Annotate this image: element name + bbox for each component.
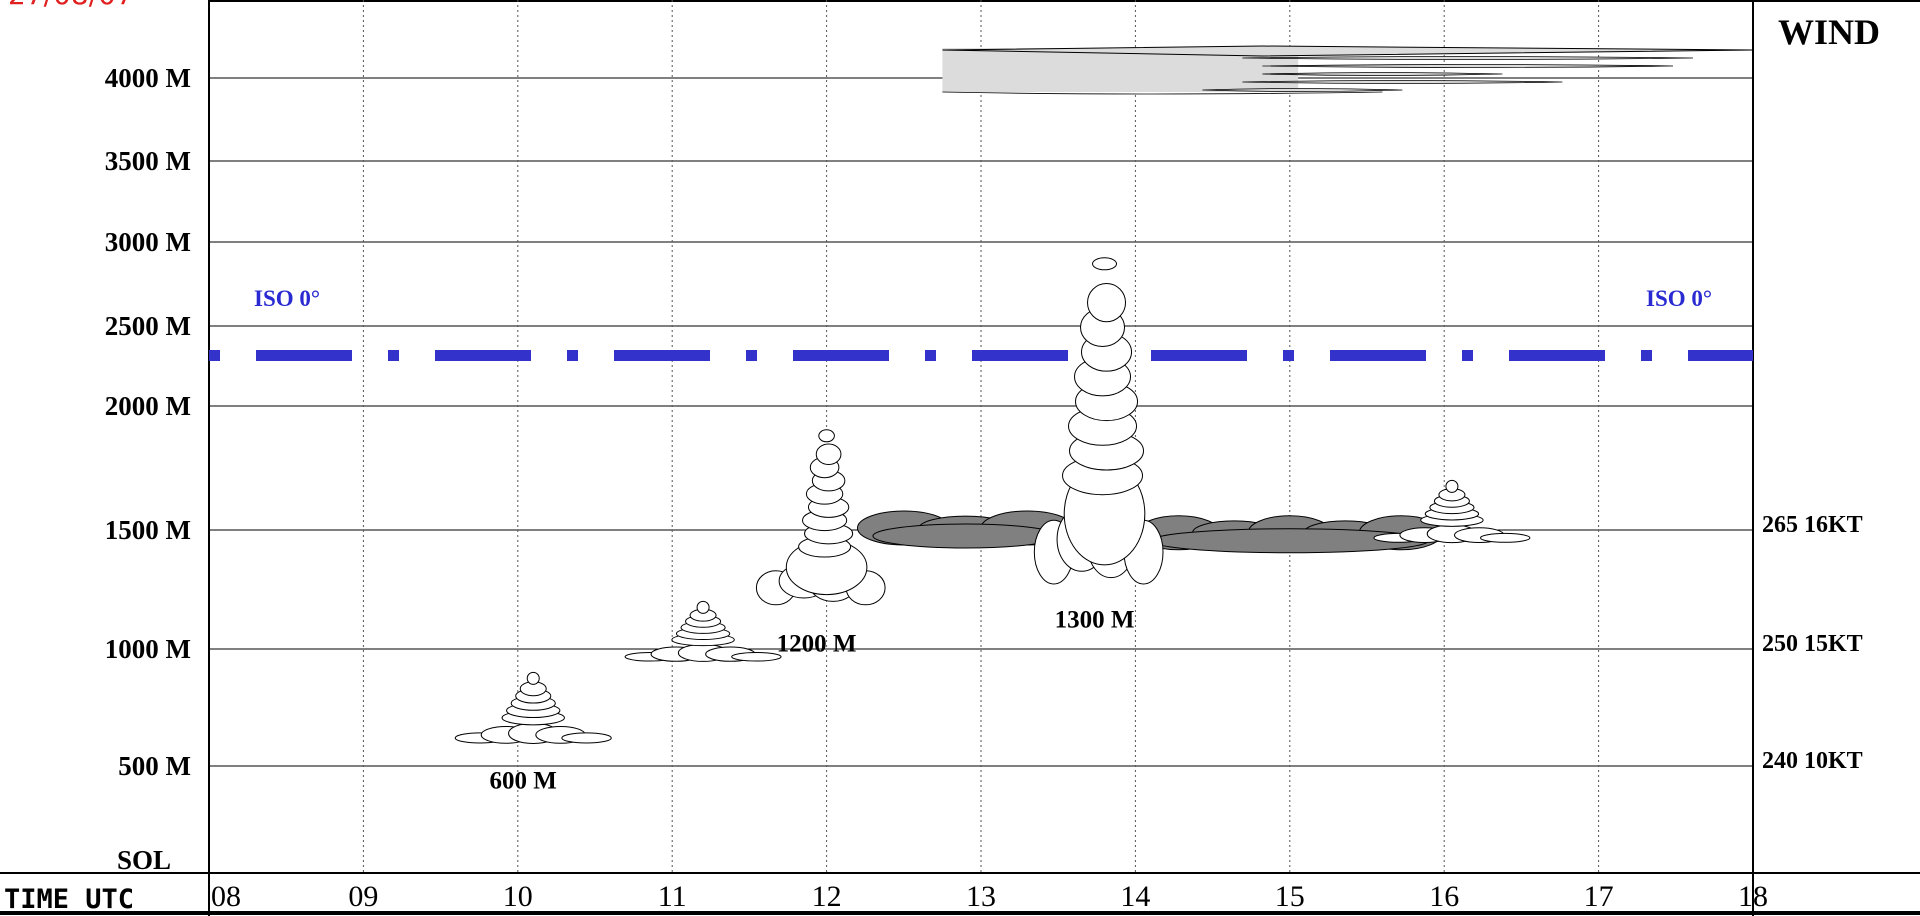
cloud-lobe [561, 732, 612, 744]
cloud-top [696, 600, 710, 614]
altitude-tick-label: 4000 M [105, 63, 191, 93]
freezing-level-dash [209, 350, 220, 361]
freezing-level-dash [256, 350, 352, 361]
chart-labels: 27/08/07 WIND TIME UTC SOL ISO 0° ISO 0°… [4, 0, 1880, 915]
altitude-tick-label: 500 M [118, 751, 191, 781]
cloud-tower-segment [1087, 283, 1127, 323]
time-tick-label: 17 [1584, 880, 1614, 913]
freezing-level-dash [1151, 350, 1247, 361]
freezing-level-dash [972, 350, 1068, 361]
freezing-level-dash [1462, 350, 1473, 361]
freezing-level-dash [1688, 350, 1753, 361]
cloud-top [1092, 257, 1118, 271]
altostratus-streak [1202, 88, 1403, 92]
time-tick-label: 14 [1120, 880, 1150, 913]
freezing-level-dash [567, 350, 578, 361]
cloud-base-label: 1200 M [777, 630, 857, 657]
wind-value-label: 250 15KT [1762, 631, 1863, 657]
altostratus-streak [1242, 56, 1694, 60]
altitude-tick-label: 1000 M [105, 634, 191, 664]
altitude-tick-label: 3000 M [105, 227, 191, 257]
altostratus-streak [942, 45, 1754, 57]
altostratus-edge [942, 91, 1383, 95]
altostratus-streak [1242, 80, 1563, 84]
cloud-top [1445, 479, 1459, 493]
freezing-level-label-right: ISO 0° [1646, 286, 1712, 311]
altostratus-streak [1262, 72, 1503, 76]
altitude-tick-label: 2000 M [105, 391, 191, 421]
ground-label: SOL [117, 845, 171, 875]
cloud-top [818, 429, 835, 443]
cloud-cumulus [1373, 479, 1531, 544]
altostratus-streak [1262, 64, 1674, 68]
date-text: 27/08/07 [8, 0, 134, 11]
cloud-symbols [454, 257, 1531, 744]
freezing-level-dash [793, 350, 889, 361]
altitude-tick-label: 2500 M [105, 311, 191, 341]
wind-column-title: WIND [1778, 12, 1880, 52]
cloud-towering-cumulus [755, 429, 886, 606]
time-tick-label: 12 [812, 880, 842, 913]
time-axis-label: TIME UTC [4, 884, 134, 915]
freezing-level-line [209, 350, 1753, 361]
cloud-base-label: 1300 M [1055, 607, 1135, 634]
freezing-level-dash [925, 350, 936, 361]
freezing-level-dash [1330, 350, 1426, 361]
grid-lines [209, 0, 1753, 873]
time-tick-label: 15 [1275, 880, 1305, 913]
time-tick-label: 08 [211, 880, 241, 913]
wind-value-label: 240 10KT [1762, 748, 1863, 774]
time-tick-label: 13 [966, 880, 996, 913]
time-tick-label: 16 [1429, 880, 1459, 913]
cloud-cumulus [624, 600, 782, 662]
time-tick-label: 09 [348, 880, 378, 913]
freezing-level-label-left: ISO 0° [254, 286, 320, 311]
wind-value-label: 265 16KT [1762, 512, 1863, 538]
high-cloud-layer [942, 45, 1754, 95]
cloud-lobe [731, 652, 782, 662]
freezing-level-dash [388, 350, 399, 361]
time-tick-label: 11 [658, 880, 687, 913]
freezing-level-dash [1641, 350, 1652, 361]
cloud-base-label: 600 M [490, 768, 557, 795]
cloud-cumulonimbus [1033, 257, 1164, 585]
freezing-level-dash [435, 350, 531, 361]
altitude-tick-label: 3500 M [105, 146, 191, 176]
time-tick-label: 10 [503, 880, 533, 913]
altitude-tick-label: 1500 M [105, 515, 191, 545]
freezing-level-dash [746, 350, 757, 361]
cloud-lobe [1480, 532, 1531, 543]
cloud-cumulus [454, 671, 612, 744]
freezing-level-dash [1283, 350, 1294, 361]
cloud-top [526, 671, 540, 685]
freezing-level-dash [614, 350, 710, 361]
freezing-level-dash [1509, 350, 1605, 361]
cloud-tower-segment [815, 443, 842, 465]
time-tick-label: 18 [1738, 880, 1768, 913]
stratocumulus-base [872, 523, 1059, 549]
